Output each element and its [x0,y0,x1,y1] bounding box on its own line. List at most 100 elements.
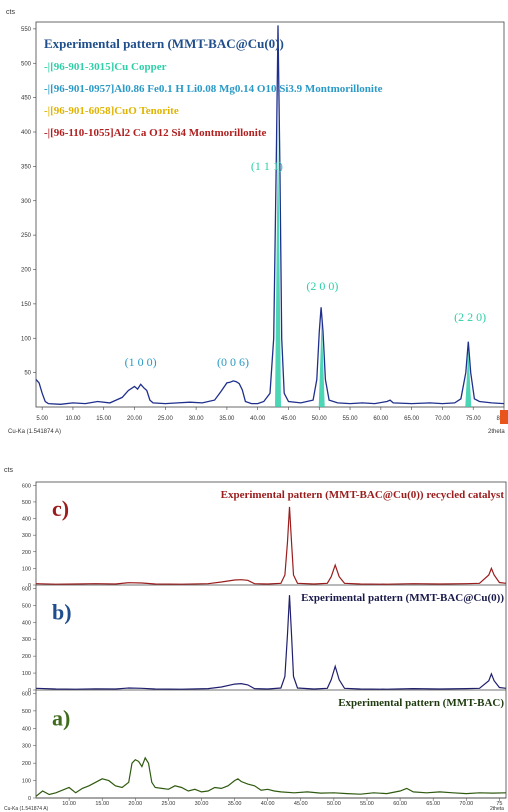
bottom-x-tick-label: 35.00 [228,801,242,807]
top-xlabel-right: 2theta [488,429,505,435]
top-legend-entry: -|[96-110-1055]Al2 Ca O12 Si4 Montmorill… [44,127,267,139]
top-y-tick-label: 350 [21,164,32,170]
bottom-x-tick-label: 65.00 [426,801,440,807]
subpanel-label: c) [52,496,69,521]
bottom-x-tick-label: 30.00 [195,801,209,807]
top-y-tick-label: 500 [21,61,32,67]
bottom-x-tick-label: 55.00 [360,801,374,807]
top-legend-entry: -|[96-901-6058]CuO Tenorite [44,105,179,117]
bottom-x-tick-label: 75 [496,801,502,807]
top-y-tick-label: 550 [21,27,32,33]
subpanel-c: 0 100 200 300 400 500 600 c) Experimental patter… [22,483,507,589]
bottom-x-tick-label: 20.00 [128,801,142,807]
top-reference-peak [318,317,325,407]
top-y-tick-label: 100 [21,336,32,342]
bottom-x-tick-label: 10.00 [62,801,76,807]
subpanel-series-line [35,756,507,797]
top-x-tick-label: 75.00 [466,416,482,422]
subpanel-y-tick-label: 300 [22,744,31,750]
subpanel-y-tick-label: 200 [22,654,31,660]
top-y-tick-label: 50 [24,371,31,377]
top-unit-label: cts [6,9,15,16]
subpanel-series-line [35,595,507,690]
top-reference-peak [275,118,282,407]
subpanel-y-tick-label: 400 [22,620,31,626]
top-reference-peak [465,348,472,407]
top-y-tick-label: 450 [21,96,32,102]
subpanel-y-tick-label: 500 [22,603,31,609]
top-x-tick-label: 30.00 [189,416,205,422]
top-y-tick-label: 200 [21,268,32,274]
subpanel-title: Experimental pattern (MMT-BAC@Cu(0)) rec… [221,489,505,501]
top-xlabel-left: Cu-Ka (1.541874 A) [8,429,61,435]
top-peak-label: (1 0 0) [125,355,157,369]
subpanel-y-tick-label: 300 [22,533,31,539]
bottom-subpanels: 0 100 200 300 400 500 600 c) Experimental patter… [22,483,507,802]
top-x-tick-label: 40.00 [250,416,266,422]
top-legend: Experimental pattern (MMT-BAC@Cu(0)) -|[9… [44,36,383,139]
subpanel-y-tick-label: 600 [22,586,31,592]
top-legend-entry: -|[96-901-0957]Al0.86 Fe0.1 H Li0.08 Mg0… [44,83,383,95]
bottom-x-tick-label: 15.00 [95,801,109,807]
top-x-tick-label: 70.00 [435,416,451,422]
top-x-tick-label: 50.00 [312,416,328,422]
subpanel-b: 0 100 200 300 400 500 600 b) Experimental patter… [22,586,507,694]
top-x-tick-label: 35.00 [219,416,235,422]
bottom-x-tick-label: 70.00 [459,801,473,807]
top-legend-entry: -|[96-901-3015]Cu Copper [44,61,167,73]
bottom-x-tick-label: 25.00 [162,801,176,807]
subpanel-y-tick-label: 0 [28,583,31,589]
top-peak-label: (2 0 0) [306,279,338,293]
top-x-tick-label: 20.00 [127,416,143,422]
subpanel-y-tick-label: 300 [22,637,31,643]
orange-corner-marker [500,410,508,424]
top-x-tick-label: 15.00 [96,416,112,422]
top-x-tick-label: 65.00 [404,416,420,422]
subpanel-y-tick-label: 400 [22,726,31,732]
subpanel-title: Experimental pattern (MMT-BAC@Cu(0)) [301,592,504,604]
subpanel-y-tick-label: 600 [22,691,31,697]
top-x-axis: 5.00 10.00 15.00 20.00 25.00 30.00 35.00 40.00 4… [36,407,508,422]
bottom-x-tick-label: 60.00 [393,801,407,807]
subpanel-title: Experimental pattern (MMT-BAC) [338,697,504,709]
subpanel-y-tick-label: 200 [22,550,31,556]
top-y-axis: 50 100 150 200 250 300 350 400 450 500 550 [21,27,36,377]
top-xrd-panel: cts 50 100 150 200 250 300 350 400 450 500 550 5.0… [6,9,508,435]
bottom-x-axis: 10.00 15.00 20.00 25.00 30.00 35.00 40.00 45.00… [62,798,502,807]
subpanel-y-tick-label: 100 [22,566,31,572]
subpanel-y-tick-label: 100 [22,779,31,785]
top-x-tick-label: 60.00 [373,416,389,422]
top-peak-label: (2 2 0) [454,310,486,324]
top-x-tick-label: 45.00 [281,416,297,422]
subpanel-y-tick-label: 200 [22,761,31,767]
top-peak-label: (1 1 1) [251,159,283,173]
subpanel-y-tick-label: 500 [22,709,31,715]
top-x-tick-label: 10.00 [65,416,81,422]
top-y-tick-label: 250 [21,233,32,239]
top-reference-fills [275,118,472,407]
top-y-tick-label: 400 [21,130,32,136]
bottom-plot-area [35,481,507,799]
subpanel-y-tick-label: 500 [22,500,31,506]
bottom-x-tick-label: 40.00 [261,801,275,807]
top-x-tick-label: 5.00 [36,416,48,422]
subpanel-y-tick-label: 0 [28,796,31,802]
top-legend-entry: Experimental pattern (MMT-BAC@Cu(0)) [44,36,284,51]
top-y-tick-label: 300 [21,199,32,205]
bottom-xlabel-right: 2theta [490,806,504,812]
top-x-tick-label: 25.00 [158,416,174,422]
bottom-x-tick-label: 50.00 [327,801,341,807]
top-x-tick-label: 55.00 [343,416,359,422]
top-plot-area [35,21,505,408]
subpanel-label: a) [52,706,70,731]
bottom-xrd-panel: cts 0 100 200 300 400 500 600 c) Experimental pa… [4,467,507,812]
subpanel-y-tick-label: 100 [22,671,31,677]
subpanel-y-tick-label: 0 [28,688,31,694]
subpanel-series-line [35,506,507,585]
subpanel-label: b) [52,600,72,625]
bottom-x-tick-label: 45.00 [294,801,308,807]
top-peak-label: (0 0 6) [217,355,249,369]
subpanel-a: 0 100 200 300 400 500 600 a) Experimental patter… [22,691,507,802]
top-y-tick-label: 150 [21,302,32,308]
